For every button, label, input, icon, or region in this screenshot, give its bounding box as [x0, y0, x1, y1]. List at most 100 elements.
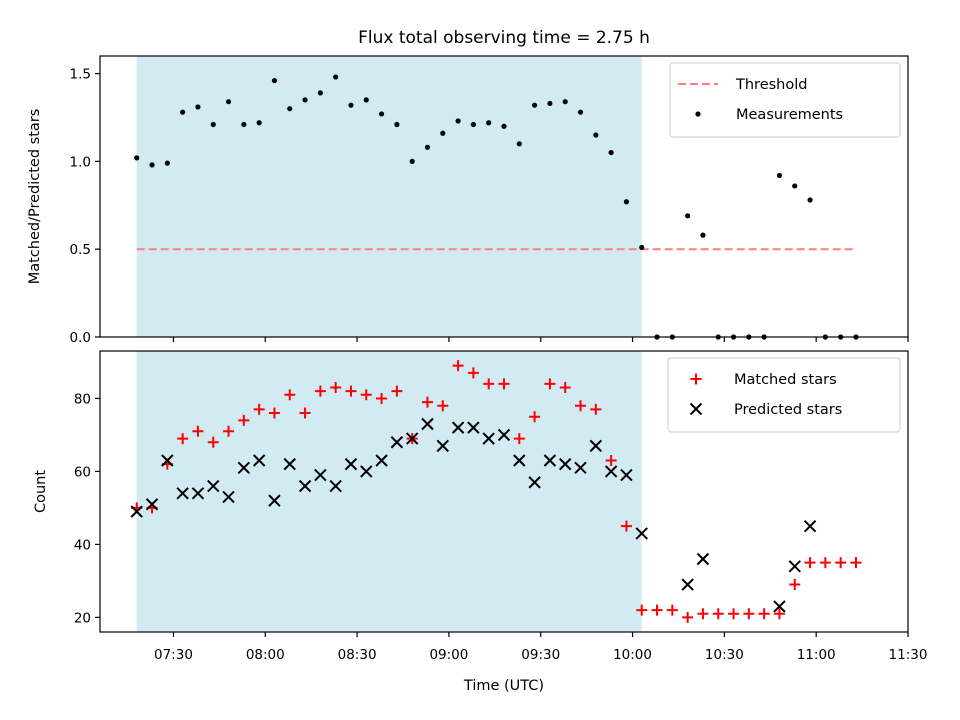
matched-star-point	[192, 425, 204, 437]
matched-star-point	[330, 381, 342, 393]
x-tick-label: 09:30	[521, 647, 560, 663]
matched-star-point	[682, 611, 694, 623]
y-tick-label: 0.0	[70, 330, 91, 346]
predicted-star-point	[390, 436, 404, 449]
predicted-star-point	[803, 519, 817, 533]
y-tick-label: 80	[74, 391, 91, 407]
chart-title: Flux total observing time = 2.75 h	[358, 28, 650, 48]
legend-marker-swatch	[695, 111, 701, 117]
measurement-point	[440, 130, 446, 136]
measurement-point	[501, 123, 507, 129]
matched-star-point	[544, 378, 556, 390]
matched-star-point	[223, 425, 235, 437]
predicted-star-point	[252, 454, 266, 467]
measurement-point	[455, 118, 461, 124]
predicted-star-point	[773, 600, 786, 613]
matched-star-point	[575, 400, 587, 412]
measurement-point	[807, 197, 813, 203]
measurement-point	[470, 121, 476, 128]
measurement-point	[363, 97, 369, 103]
measurement-point	[164, 160, 170, 166]
predicted-star-point	[298, 479, 312, 493]
matched-star-point	[758, 608, 770, 620]
measurement-point	[593, 132, 599, 138]
matched-star-point	[207, 436, 219, 448]
predicted-star-point	[467, 421, 480, 434]
y-tick-label: 0.5	[70, 242, 91, 258]
matched-star-point	[467, 367, 479, 379]
matched-star-point	[590, 403, 602, 415]
matched-star-point	[728, 608, 740, 620]
predicted-star-point	[421, 417, 434, 431]
predicted-star-point	[451, 421, 465, 434]
matched-star-point	[697, 608, 709, 620]
predicted-star-point	[145, 498, 159, 511]
predicted-star-point	[788, 560, 801, 573]
matched-star-point	[284, 389, 296, 401]
measurement-point	[210, 121, 216, 128]
predicted-star-point	[436, 439, 449, 453]
matched-star-point	[268, 407, 280, 419]
predicted-star-point	[329, 479, 342, 493]
measurement-point	[149, 162, 155, 168]
matched-star-point	[666, 604, 678, 616]
predicted-star-point	[191, 487, 205, 500]
predicted-star-point	[543, 454, 557, 467]
matched-star-point	[376, 392, 388, 404]
measurement-point	[562, 99, 568, 105]
matched-star-point	[299, 407, 311, 419]
matched-star-point	[620, 520, 632, 532]
predicted-star-point	[360, 465, 373, 478]
predicted-star-point	[405, 432, 419, 445]
axes-frame	[99, 55, 909, 338]
matched-star-point	[345, 385, 357, 397]
measurement-point	[700, 232, 706, 238]
y-tick-label: 1.0	[70, 154, 91, 170]
matched-star-point	[238, 414, 250, 426]
ratio-panel: 0.0 0.5 1.0 1.5 Matched/Predicted stars Thres…	[27, 55, 909, 346]
matched-star-point	[743, 608, 755, 620]
predicted-star-point	[482, 432, 495, 445]
measurement-point	[792, 183, 798, 189]
predicted-star-point	[604, 465, 618, 478]
matched-star-point	[452, 360, 464, 372]
matched-star-point	[177, 433, 189, 445]
predicted-star-point	[574, 461, 587, 474]
y-axis-label: Count	[33, 470, 49, 513]
x-tick-label: 11:00	[797, 647, 836, 663]
measurement-point	[623, 199, 630, 205]
predicted-star-point	[635, 527, 648, 540]
predicted-star-point	[268, 494, 281, 507]
x-tick-label: 07:30	[154, 647, 193, 663]
measurement-point	[225, 99, 232, 105]
predicted-star-point	[528, 476, 541, 489]
y-tick-label: 1.5	[70, 67, 91, 83]
matched-star-point	[314, 385, 326, 397]
measurement-point	[608, 149, 614, 156]
matched-star-point	[789, 579, 801, 591]
measurement-point	[302, 97, 308, 103]
predicted-star-point	[237, 461, 251, 474]
legend-marker-swatch	[690, 373, 702, 385]
predicted-star-point	[559, 457, 572, 471]
predicted-star-point	[513, 454, 526, 467]
measurement-point	[532, 102, 538, 108]
matched-star-point	[360, 389, 372, 401]
y-tick-label: 20	[74, 610, 91, 626]
predicted-star-point	[696, 552, 710, 566]
predicted-star-point	[314, 468, 327, 482]
matched-star-point	[773, 608, 785, 620]
matched-star-point	[651, 604, 663, 616]
x-axis-label: Time (UTC)	[463, 678, 544, 694]
predicted-star-point	[222, 490, 235, 504]
measurement-point	[776, 172, 783, 179]
matched-star-point	[421, 396, 433, 408]
y-tick-label: 60	[74, 464, 91, 480]
measurement-point	[348, 102, 354, 108]
predicted-star-point	[283, 457, 296, 471]
matched-star-point	[483, 378, 495, 390]
matched-star-point	[636, 604, 648, 616]
matched-star-point	[804, 557, 816, 569]
matched-star-point	[819, 557, 831, 569]
measurement-point	[180, 109, 186, 115]
